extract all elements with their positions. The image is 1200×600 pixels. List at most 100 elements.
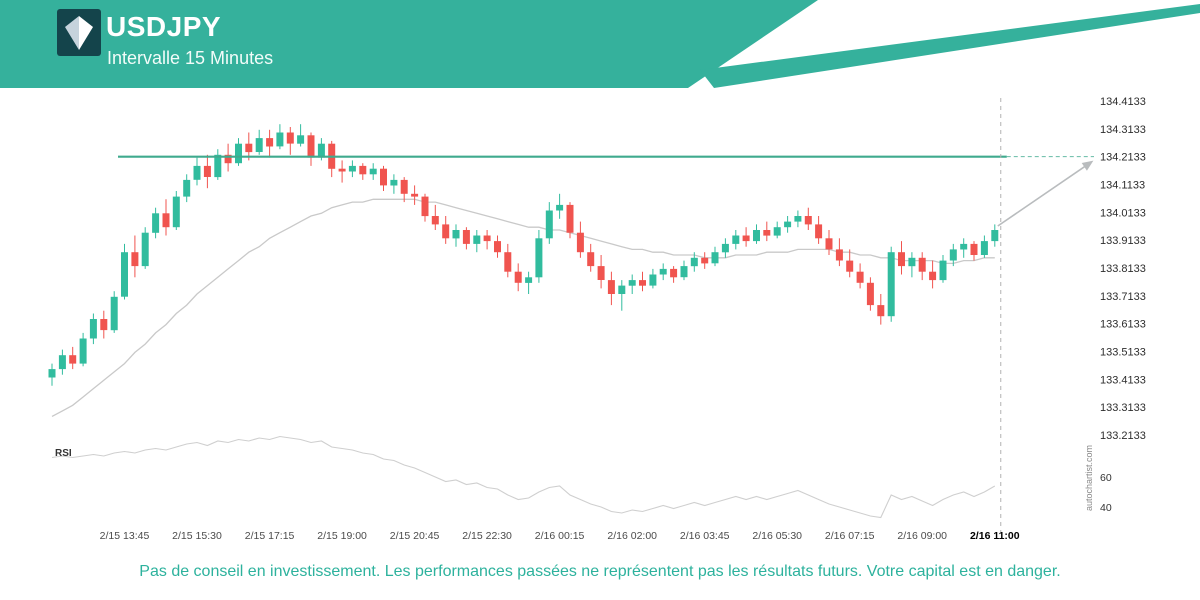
x-axis-label: 2/15 19:00	[317, 530, 367, 542]
header-banner	[0, 0, 1200, 88]
candle-up	[172, 196, 180, 228]
candle-down	[224, 154, 232, 164]
candle-down	[877, 305, 885, 317]
y-axis-label: 134.3133	[1100, 124, 1146, 136]
y-axis-label: 134.1133	[1100, 180, 1145, 192]
candle-down	[639, 280, 646, 286]
candle-up	[183, 179, 191, 197]
candle-down	[266, 138, 274, 147]
rsi-panel: RSI 60 40	[51, 435, 1112, 519]
candle-up	[110, 296, 118, 331]
candle-down	[701, 257, 709, 264]
candle-down	[462, 230, 470, 244]
candle-up	[960, 243, 968, 250]
candle-down	[918, 257, 926, 272]
candle-up	[980, 241, 988, 255]
y-axis-label: 133.4133	[1100, 374, 1146, 386]
candle-down	[576, 232, 584, 253]
x-axis-label: 2/15 15:30	[172, 530, 222, 542]
candle-up	[991, 230, 999, 242]
candle-up	[908, 257, 916, 267]
y-axis-label: 133.5133	[1100, 347, 1146, 359]
x-axis-label: 2/16 11:00	[970, 530, 1020, 542]
disclaimer-text: Pas de conseil en investissement. Les pe…	[139, 563, 1061, 580]
candle-down	[504, 252, 512, 272]
candle-up	[939, 260, 947, 281]
candle-down	[162, 213, 170, 228]
x-axis-label: 2/15 13:45	[100, 530, 150, 542]
candle-up	[193, 165, 201, 180]
y-axis-label: 133.6133	[1100, 319, 1146, 331]
candle-down	[866, 282, 874, 306]
candle-down	[970, 243, 978, 255]
candle-up	[690, 257, 698, 267]
rsi-line	[51, 435, 996, 519]
candle-down	[131, 252, 139, 267]
x-axis-label: 2/16 09:00	[897, 530, 947, 542]
forecast-line	[997, 165, 1087, 227]
candle-up	[732, 235, 740, 244]
candle-up	[753, 230, 760, 242]
candle-down	[307, 135, 315, 158]
candle-down	[670, 268, 678, 278]
candle-down	[825, 238, 833, 250]
candle-down	[400, 179, 408, 194]
candle-up	[141, 232, 149, 267]
moving-average-line	[51, 198, 995, 417]
watermark-text: autochartist.com	[1084, 444, 1094, 512]
candle-up	[618, 285, 626, 294]
candle-up	[452, 230, 460, 239]
x-axis-label: 2/16 07:15	[825, 530, 875, 542]
y-axis-label: 134.4133	[1100, 96, 1146, 108]
x-axis-label: 2/16 05:30	[752, 530, 802, 542]
autochartist-logo-icon	[65, 15, 93, 50]
candle-down	[846, 260, 854, 272]
candle-up	[649, 274, 657, 286]
candle-up	[773, 227, 781, 236]
candle-up	[721, 243, 729, 253]
y-axis-label: 133.7133	[1100, 291, 1146, 303]
candle-up	[317, 143, 325, 158]
candle-down	[380, 168, 387, 186]
candle-up	[89, 319, 97, 339]
y-axis-label: 133.9133	[1100, 235, 1146, 247]
candle-up	[659, 268, 667, 275]
candle-up	[348, 165, 356, 172]
ma-polyline	[51, 198, 995, 417]
candle-up	[121, 252, 128, 297]
y-axis-label: 133.3133	[1100, 402, 1146, 414]
candle-up	[79, 338, 87, 364]
candle-up	[794, 216, 802, 222]
candle-up	[535, 238, 543, 278]
x-axis-labels: 2/15 13:45 2/15 15:30 2/15 17:15 2/15 19:00…	[100, 530, 1020, 542]
candle-up	[473, 235, 481, 244]
candle-down	[742, 235, 750, 242]
candle-up	[949, 249, 957, 261]
candle-up	[255, 138, 263, 152]
candle-down	[494, 241, 501, 253]
candle-up	[711, 252, 719, 264]
candle-down	[411, 193, 419, 197]
candle-down	[286, 132, 294, 144]
x-axis-label: 2/16 00:15	[535, 530, 585, 542]
candle-up	[152, 213, 160, 233]
candle-up	[235, 143, 242, 164]
candle-down	[898, 252, 905, 267]
candle-down	[815, 224, 823, 239]
candle-up	[276, 132, 284, 147]
x-axis-label: 2/16 03:45	[680, 530, 730, 542]
forecast-arrowhead	[1081, 160, 1094, 171]
candle-down	[483, 235, 491, 242]
rsi-label: RSI	[55, 448, 72, 459]
candle-up	[556, 204, 564, 211]
candle-down	[359, 165, 367, 175]
x-axis-label: 2/16 02:00	[607, 530, 657, 542]
candle-down	[100, 319, 108, 331]
x-axis-label: 2/15 17:15	[245, 530, 295, 542]
candle-down	[597, 266, 605, 280]
candle-up	[214, 154, 222, 178]
y-axis-label: 134.2133	[1100, 152, 1146, 164]
candle-up	[369, 168, 377, 175]
candle-down	[566, 204, 574, 233]
